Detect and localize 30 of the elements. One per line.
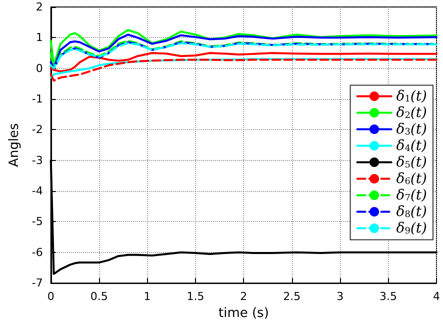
x-tick-label: 3.5 xyxy=(380,290,398,304)
legend-label: δ1(t) xyxy=(396,88,428,104)
y-tick-label: -4 xyxy=(32,184,43,198)
legend-label: δ5(t) xyxy=(396,154,428,170)
legend-label: δ3(t) xyxy=(396,121,428,138)
x-tick-label: 2 xyxy=(240,290,248,304)
y-tick-label: -6 xyxy=(32,246,43,259)
y-tick-label: -1 xyxy=(32,92,43,106)
x-axis-title: time (s) xyxy=(218,306,269,321)
legend-label: δ4(t) xyxy=(396,138,428,154)
y-tick-label: -2 xyxy=(32,123,43,136)
x-tick-label: 1.5 xyxy=(186,290,204,304)
legend-label: δ8(t) xyxy=(396,204,428,220)
x-tick-label: 4 xyxy=(433,290,440,304)
legend-label: δ9(t) xyxy=(396,220,428,236)
x-tick-label: 2.5 xyxy=(283,290,301,304)
x-tick-label: 0 xyxy=(47,290,54,304)
y-tick-label: 1 xyxy=(36,31,43,44)
y-tick-label: 2 xyxy=(36,0,43,14)
legend-label: δ6(t) xyxy=(396,170,428,187)
x-tick-label: 3 xyxy=(336,290,344,304)
y-axis-title: Angles xyxy=(7,122,22,167)
y-tick-label: -7 xyxy=(32,276,43,290)
y-tick-label: -5 xyxy=(32,215,43,228)
legend-label: δ7(t) xyxy=(396,187,428,204)
y-tick-label: 0 xyxy=(36,62,43,75)
y-tick-label: -3 xyxy=(32,154,43,167)
legend-label: δ2(t) xyxy=(396,104,428,121)
x-tick-label: 1 xyxy=(144,290,151,304)
x-tick-label: 0.5 xyxy=(90,290,108,304)
